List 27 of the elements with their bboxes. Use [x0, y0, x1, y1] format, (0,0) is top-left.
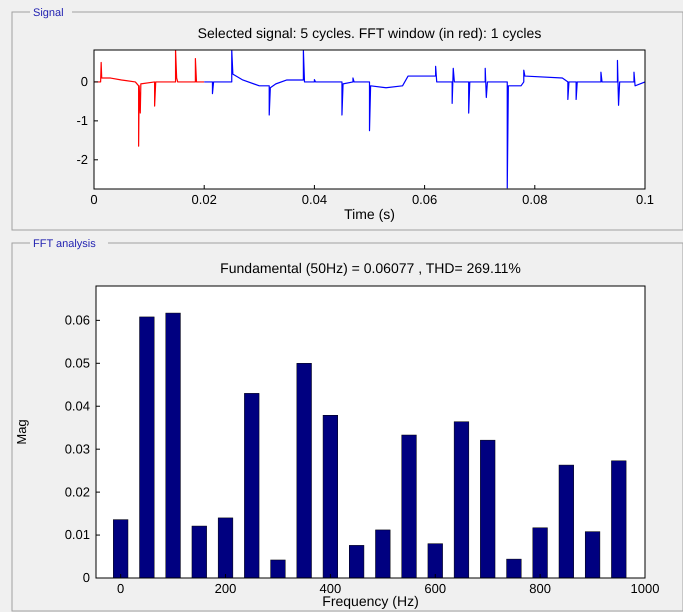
x-tick-label: 0.08	[522, 192, 548, 208]
y-tick-label: 0.03	[64, 441, 90, 456]
x-tick-label: 200	[214, 581, 236, 596]
x-tick-label: 1000	[630, 581, 660, 596]
y-tick-label: 0.04	[64, 398, 90, 414]
x-tick-label: 0.1	[636, 192, 654, 208]
y-tick-label: -1	[76, 113, 88, 128]
x-tick-label: 0	[117, 581, 124, 596]
x-tick-label: 0.04	[302, 192, 328, 208]
y-tick-label: 0.02	[64, 484, 90, 500]
x-tick-label: 0.06	[412, 192, 438, 208]
text: FFT analysis	[33, 238, 96, 250]
y-tick-label: 0	[82, 570, 90, 586]
x-axis-title: Time (s)	[344, 206, 395, 222]
text: Signal	[33, 7, 64, 19]
x-tick-label: 0.02	[192, 192, 217, 208]
y-tick-label: 0.06	[64, 312, 90, 328]
x-tick-label: 600	[424, 581, 446, 596]
chart-title: Selected signal: 5 cycles. FFT window (in red): 1 cycles	[198, 25, 542, 41]
y-axis-title: Mag	[14, 419, 29, 445]
y-tick-label: 0	[80, 74, 88, 90]
line-series	[204, 50, 645, 188]
x-tick-label: 800	[529, 581, 551, 596]
y-tick-label: 0.05	[64, 355, 90, 370]
chart-title: Fundamental (50Hz) = 0.06077 , THD= 269.11%	[220, 260, 521, 276]
y-tick-label: 0.01	[64, 527, 90, 542]
y-tick-label: -2	[76, 152, 88, 167]
